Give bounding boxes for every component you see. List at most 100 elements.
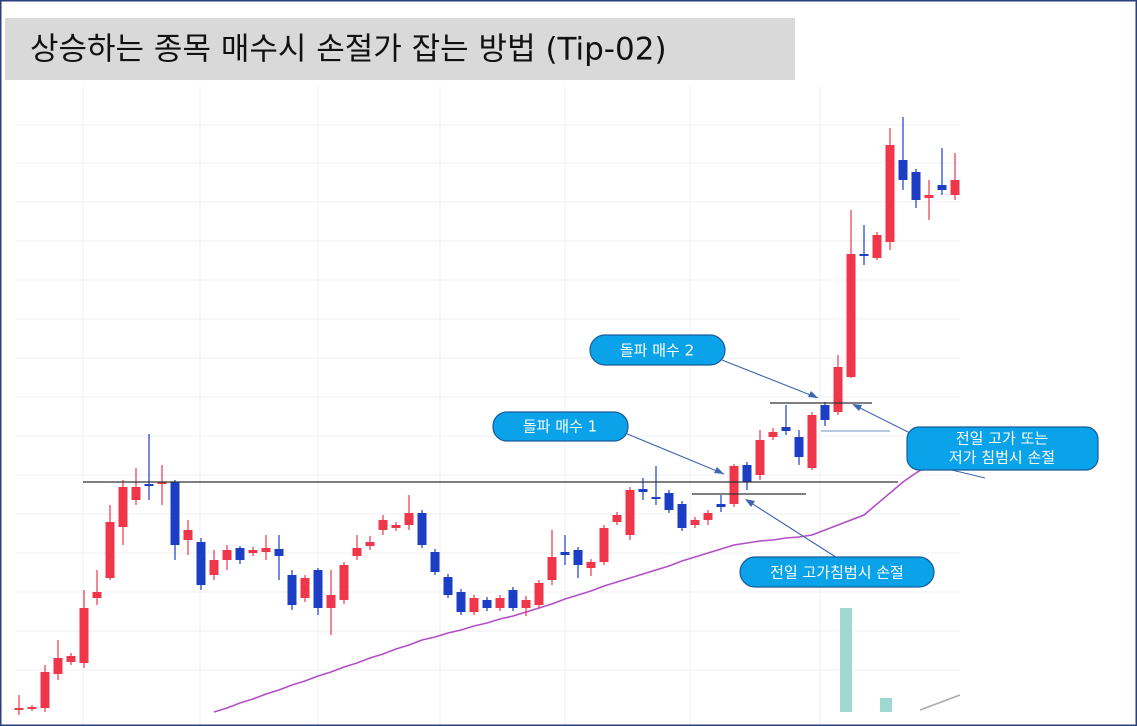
candle-body [430,552,440,572]
callout: 전일 고가 또는 저가 침범시 손절 [852,404,1099,479]
candle-body [924,195,934,198]
grid [15,86,960,726]
candle-body [14,708,24,710]
candle-body [833,367,843,412]
candle-body [599,528,609,562]
candle-body [105,522,115,578]
candle-body [547,557,557,580]
candle-body [469,598,479,612]
candle-body [209,560,219,575]
candle-body [313,570,323,608]
arrowhead [714,467,724,474]
arrow [624,432,725,475]
candle-body [846,254,856,377]
candle-body [859,254,869,256]
candle-body [183,530,193,540]
candle-body [820,405,830,420]
candle-body [482,600,492,608]
candle-body [534,583,544,605]
candle-body [326,595,336,608]
indicator-line [919,694,961,711]
candle-body [170,482,180,545]
candle-body [742,465,752,482]
candle-body [378,520,388,530]
candle-body [391,525,401,528]
candle-body [274,549,284,556]
candle-body [339,565,349,600]
arrow [721,359,819,399]
title: 상승하는 종목 매수시 손절가 잡는 방법 (Tip-02) [30,32,667,68]
callout: 돌파 매수 2 [589,334,819,399]
candle-body [222,550,232,560]
candle-body [729,466,739,504]
candle-body [131,487,141,500]
candle-body [794,437,804,457]
candle-body [625,490,635,535]
candle-body [872,235,882,258]
candle-body [807,415,817,468]
candle-body [352,548,362,556]
candle-body [885,145,895,242]
candle-body [508,590,518,608]
candle-body [638,489,648,492]
candle-body [157,482,167,484]
candle-body [898,160,908,180]
candle-body [573,550,583,565]
candle-body [53,658,63,674]
candle-body [664,493,674,510]
callout-text: 전일 고가침범시 손절 [770,564,904,582]
callout-box [589,334,726,366]
candle-body [144,484,154,486]
candle-body [521,600,531,608]
candle-body [118,487,128,527]
callout: 돌파 매수 1 [492,411,725,475]
candle-body [586,562,596,568]
candle-body [40,672,50,708]
candles [14,117,960,715]
callout: 전일 고가침범시 손절 [739,499,935,588]
volume-bar [840,608,852,712]
arrow [747,500,843,562]
candle-body [560,552,570,555]
arrowhead [808,391,818,398]
title-box [5,18,795,80]
candle-body [300,578,310,598]
candle-body [287,575,297,605]
candle-body [365,542,375,546]
arrow [853,404,913,435]
candle-body [755,440,765,475]
moving-average [213,464,930,713]
arrowhead [852,404,862,411]
candle-body [261,548,271,552]
arrowhead [745,499,755,507]
callout-text: 저가 침범시 손절 [949,449,1055,467]
candle-body [495,598,505,608]
candle-body [404,513,414,525]
candle-body [703,513,713,520]
candle-body [677,504,687,528]
candle-body [768,432,778,437]
candle-body [235,548,245,560]
candle-body [781,427,791,431]
candle-body [716,504,726,507]
volume-bar [880,698,892,712]
candle-body [651,497,661,499]
callout-text: 전일 고가 또는 [956,430,1049,448]
callout-box [739,556,935,588]
candle-body [27,707,37,709]
callout-box [492,411,629,442]
candle-body [417,513,427,545]
candle-body [911,172,921,200]
callout-text: 돌파 매수 1 [523,418,597,436]
callout-box [906,426,1099,471]
candle-body [248,550,258,553]
candle-body [92,592,102,598]
candle-body [690,520,700,525]
candle-body [196,542,206,585]
candle-body [612,515,622,522]
candle-body [79,608,89,663]
candle-body [937,185,947,190]
callout-text: 돌파 매수 2 [620,342,694,360]
